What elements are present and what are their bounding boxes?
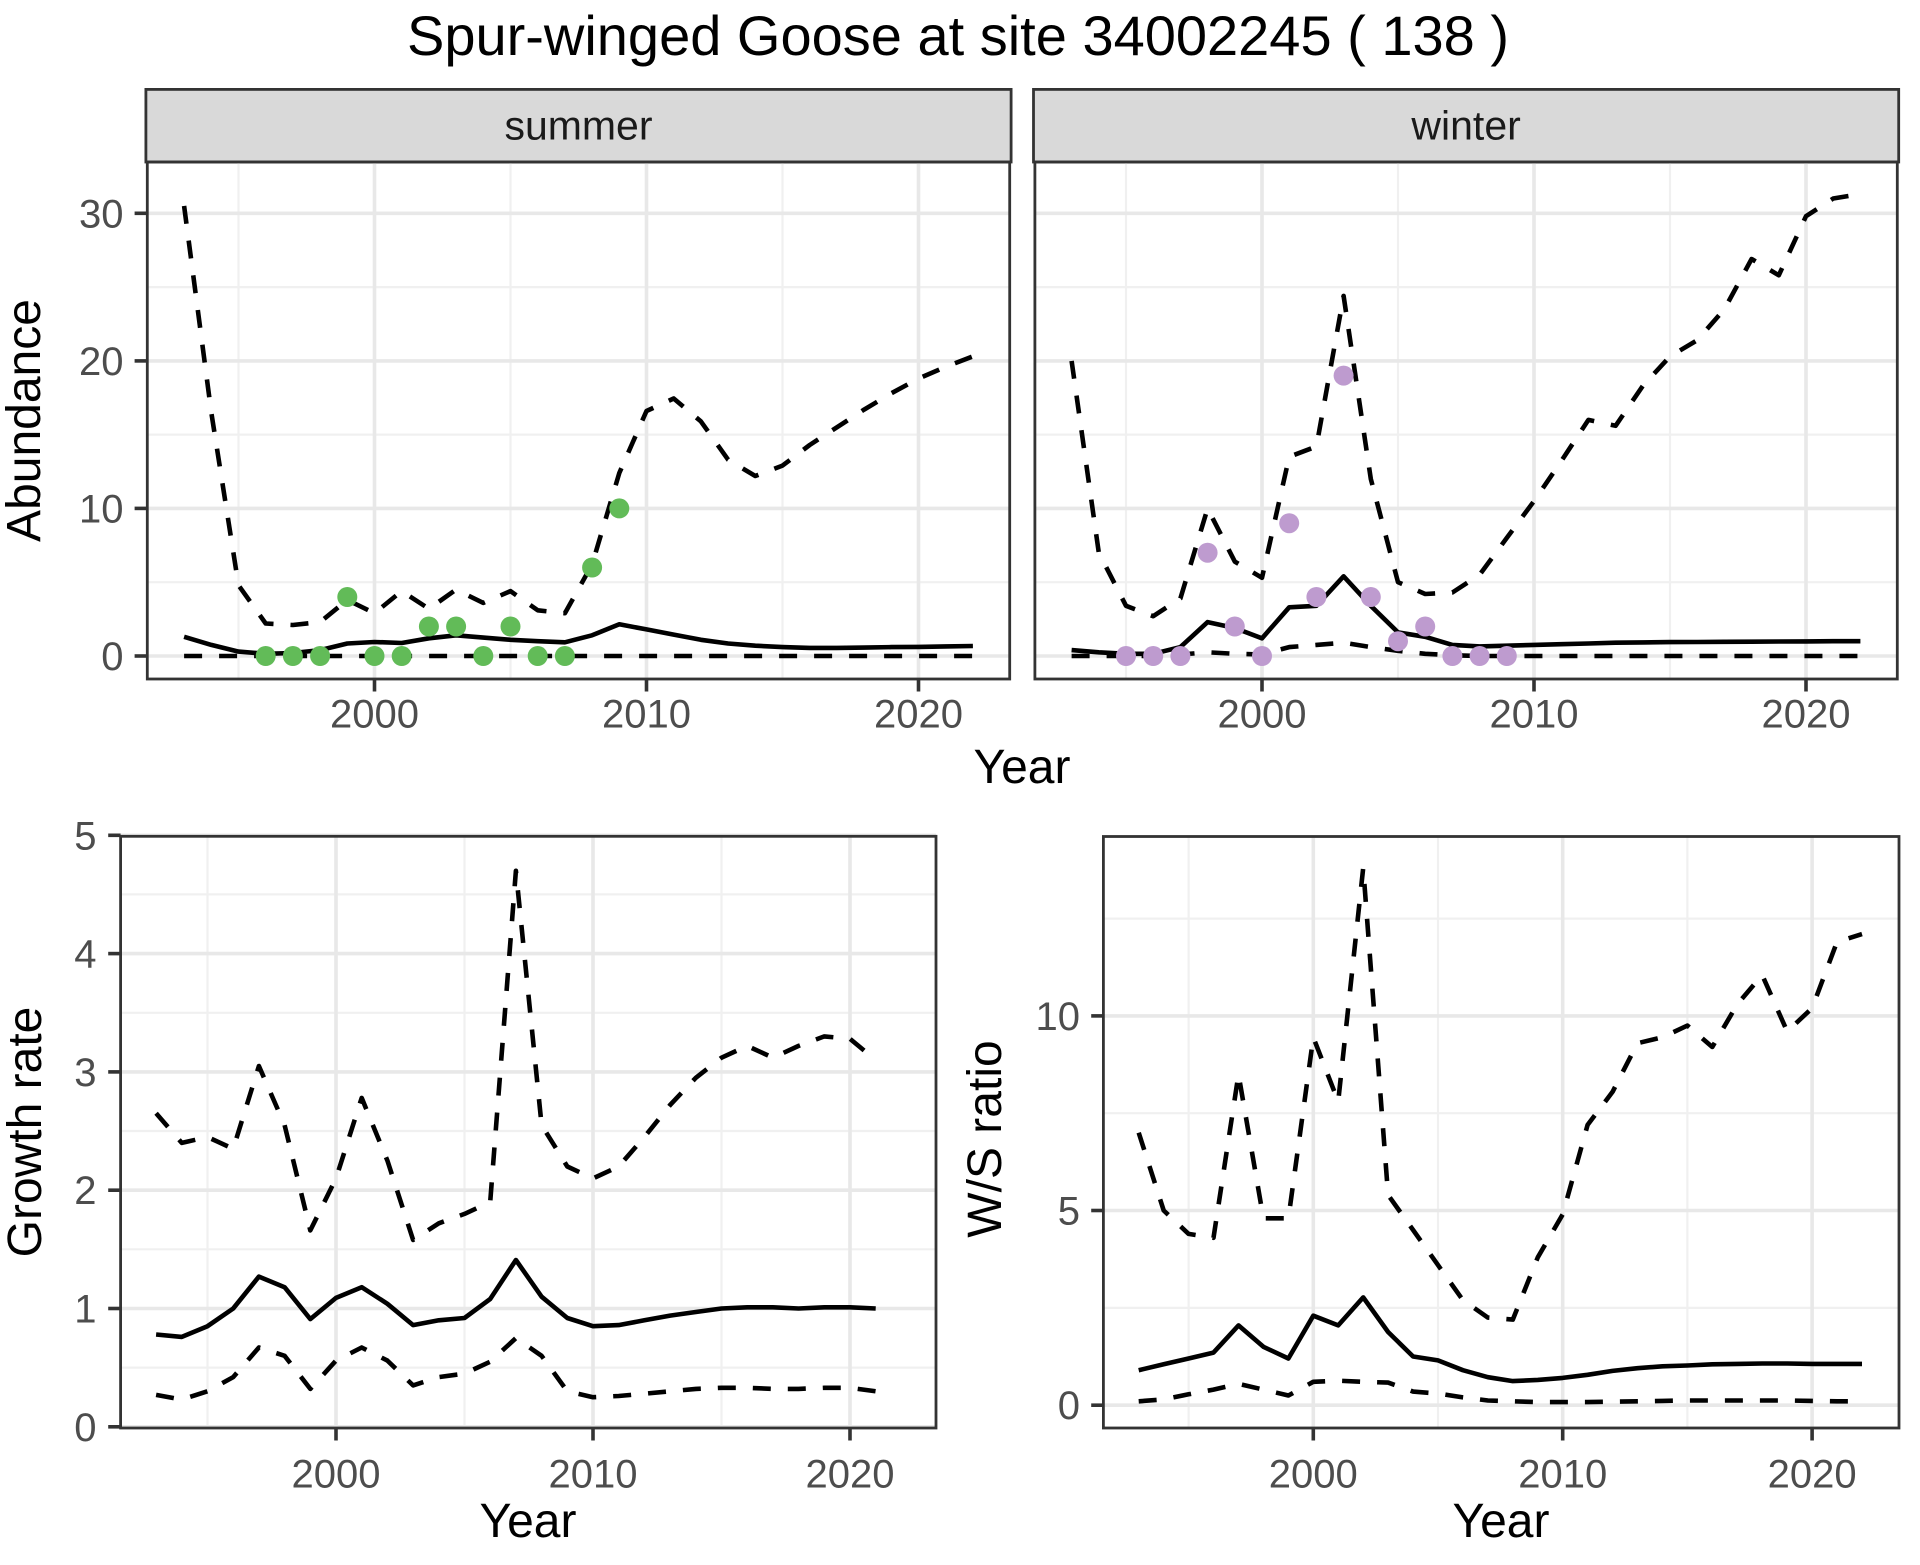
- svg-text:5: 5: [74, 814, 96, 858]
- svg-text:4: 4: [74, 933, 96, 977]
- svg-text:2010: 2010: [1490, 693, 1579, 737]
- svg-text:2010: 2010: [549, 1453, 638, 1497]
- svg-text:0: 0: [74, 1406, 96, 1450]
- svg-text:W/S ratio: W/S ratio: [959, 1040, 1012, 1237]
- svg-text:30: 30: [79, 192, 124, 236]
- svg-text:2020: 2020: [806, 1453, 895, 1497]
- svg-text:Spur-winged Goose at site 3400: Spur-winged Goose at site 34002245 ( 138…: [407, 4, 1509, 67]
- svg-text:5: 5: [1058, 1190, 1080, 1234]
- svg-text:20: 20: [79, 340, 124, 384]
- svg-text:2000: 2000: [1218, 693, 1307, 737]
- svg-text:Growth rate: Growth rate: [0, 1007, 52, 1258]
- svg-text:Year: Year: [974, 741, 1071, 794]
- svg-text:2020: 2020: [1762, 693, 1851, 737]
- svg-text:1: 1: [74, 1288, 96, 1332]
- svg-text:0: 0: [101, 635, 123, 679]
- svg-text:2020: 2020: [874, 693, 963, 737]
- svg-text:2020: 2020: [1768, 1453, 1857, 1497]
- svg-text:2000: 2000: [292, 1453, 381, 1497]
- svg-text:2010: 2010: [602, 693, 691, 737]
- svg-text:Year: Year: [1453, 1495, 1550, 1548]
- svg-text:10: 10: [79, 487, 124, 531]
- svg-text:3: 3: [74, 1051, 96, 1095]
- svg-text:2000: 2000: [1269, 1453, 1358, 1497]
- svg-text:2000: 2000: [330, 693, 419, 737]
- svg-text:Abundance: Abundance: [0, 299, 51, 542]
- svg-text:2: 2: [74, 1169, 96, 1213]
- svg-text:2010: 2010: [1518, 1453, 1607, 1497]
- svg-text:10: 10: [1036, 995, 1081, 1039]
- svg-text:summer: summer: [504, 103, 652, 149]
- svg-text:Year: Year: [480, 1495, 577, 1548]
- svg-text:0: 0: [1058, 1384, 1080, 1428]
- svg-text:winter: winter: [1410, 103, 1520, 149]
